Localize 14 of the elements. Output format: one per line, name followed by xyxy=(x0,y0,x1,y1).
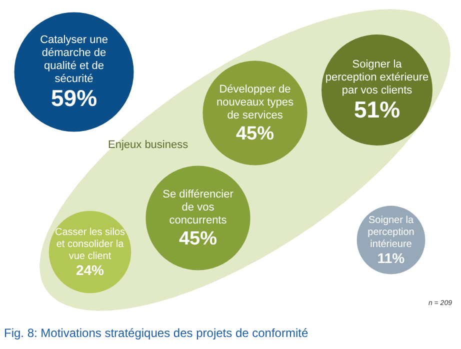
data-label: 59% xyxy=(50,85,98,111)
category-label: Soigner la perception intérieure xyxy=(368,215,414,250)
category-label: Développer de nouveaux types de services xyxy=(216,84,294,122)
data-label: 45% xyxy=(236,124,274,144)
text: Enjeux business xyxy=(108,139,189,151)
category-label: Catalyser une démarche de qualité et de sécurité xyxy=(40,34,108,85)
text: Fig. 8: Motivations stratégiques des projets de conformité xyxy=(4,326,308,340)
category-label: Soigner la perception extérieure par vos clients xyxy=(325,58,429,96)
category-label: Se différencier de vos concurrents xyxy=(162,188,234,226)
data-label: 24% xyxy=(76,262,105,278)
data-label: 51% xyxy=(354,96,400,122)
data-label: 11% xyxy=(377,250,406,266)
data-label: 45% xyxy=(178,228,218,250)
category-label: Casser les silos et consolider la vue client xyxy=(54,227,126,262)
